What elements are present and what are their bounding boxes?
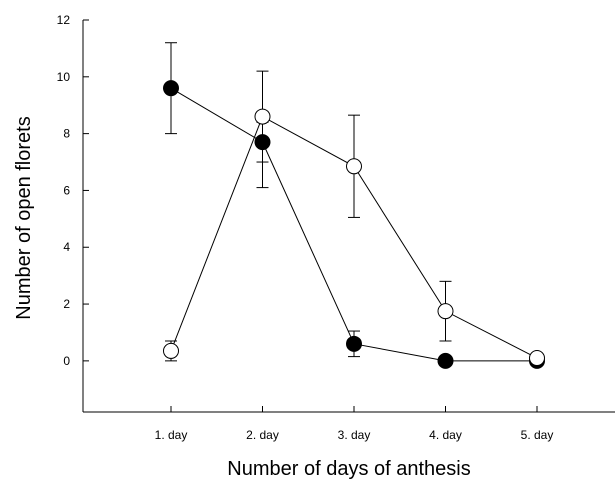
x-tick-label: 4. day <box>429 428 462 442</box>
series-1-point <box>437 352 454 369</box>
series-2-point <box>346 158 362 175</box>
series-1-point <box>346 335 362 352</box>
plot-area: 0 2 4 6 8 10 12 1. day 2. day 3. day 4. day 5. day <box>57 13 615 442</box>
y-tick-label: 10 <box>57 70 71 84</box>
x-tick-label: 5. day <box>521 428 554 442</box>
x-tick-label: 3. day <box>338 428 371 442</box>
y-tick-label: 12 <box>57 13 71 27</box>
y-tick-label: 6 <box>63 183 70 197</box>
y-axis-title: Number of open florets <box>13 116 35 319</box>
y-tick-label: 8 <box>63 127 70 141</box>
x-tick-label: 1. day <box>155 428 188 442</box>
y-tick-label: 4 <box>63 240 70 254</box>
series-2-point <box>437 303 454 320</box>
series-2-point <box>529 350 545 367</box>
series-2-point <box>254 108 271 125</box>
series-1-point <box>254 134 271 151</box>
series-1-point <box>163 80 179 97</box>
y-tick-label: 2 <box>63 297 70 311</box>
x-axis-title: Number of days of anthesis <box>227 458 470 480</box>
y-tick-label: 0 <box>63 354 70 368</box>
series-2-point <box>163 342 179 359</box>
x-tick-label: 2. day <box>246 428 279 442</box>
